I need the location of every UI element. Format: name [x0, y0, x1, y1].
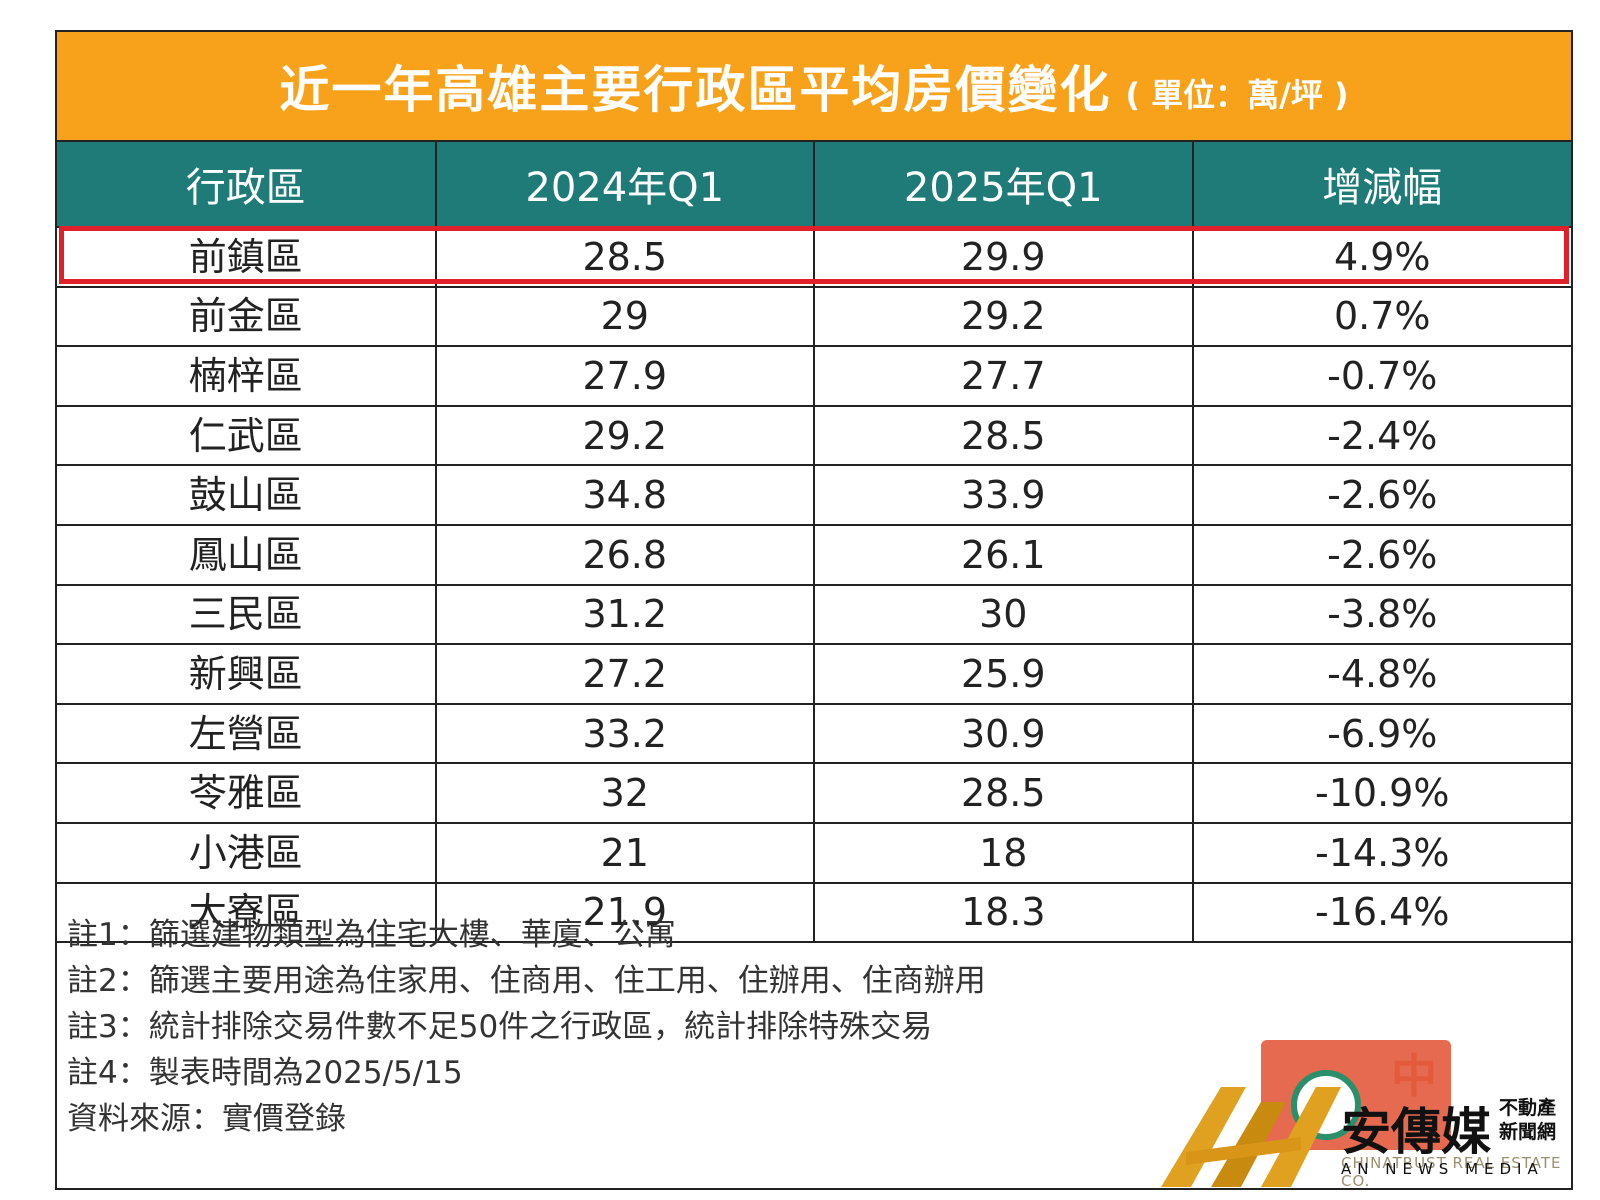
table-row: 大寮區 21.9 18.3 -16.4% [57, 881, 1571, 944]
table-row: 仁武區 29.2 28.5 -2.4% [57, 404, 1571, 467]
change-cell: -4.8% [1191, 643, 1571, 705]
q1-2024-cell: 31.2 [434, 583, 815, 646]
chinatrust-en: CHINATRUST REAL ESTATE CO. [1341, 1154, 1562, 1190]
table-row: 小港區 21 18 -14.3% [57, 821, 1571, 884]
unit-label: ( 單位：萬/坪 ) [1125, 76, 1349, 114]
change-cell: -3.8% [1191, 583, 1571, 646]
change-cell: 4.9% [1191, 226, 1571, 288]
change-cell: -14.3% [1191, 821, 1571, 884]
q1-2025-cell: 26.1 [813, 523, 1194, 586]
q1-2024-cell: 21 [434, 821, 815, 884]
district-cell: 鳳山區 [57, 523, 437, 586]
q1-2024-cell: 27.2 [434, 643, 815, 705]
notes: 註1：篩選建物類型為住宅大樓、華廈、公寓 註2：篩選主要用途為住家用、住商用、住… [67, 912, 1267, 1142]
table-row: 楠梓區 27.9 27.7 -0.7% [57, 345, 1571, 407]
table-row: 鼓山區 34.8 33.9 -2.6% [57, 464, 1571, 526]
district-cell: 苓雅區 [57, 762, 437, 824]
district-cell: 大寮區 [57, 881, 437, 944]
q1-2025-cell: 30.9 [813, 702, 1194, 765]
note-1: 註1：篩選建物類型為住宅大樓、華廈、公寓 [67, 917, 676, 953]
chinatrust-cn: 中 [1391, 1049, 1437, 1103]
note-3: 註3：統計排除交易件數不足50件之行政區，統計排除特殊交易 [67, 1009, 933, 1045]
q1-2024-cell: 32 [434, 762, 815, 824]
table-row: 苓雅區 32 28.5 -10.9% [57, 762, 1571, 824]
change-cell: -2.6% [1191, 464, 1571, 526]
district-cell: 小港區 [57, 821, 437, 884]
change-cell: -16.4% [1191, 881, 1571, 944]
q1-2024-cell: 28.5 [434, 226, 815, 288]
district-cell: 左營區 [57, 702, 437, 765]
column-header-2024q1: 2024年Q1 [434, 142, 815, 228]
table-row: 左營區 33.2 30.9 -6.9% [57, 702, 1571, 765]
column-header-change: 增減幅 [1191, 142, 1571, 228]
change-cell: -0.7% [1191, 345, 1571, 407]
q1-2025-cell: 18 [813, 821, 1194, 884]
q1-2025-cell: 30 [813, 583, 1194, 646]
an-news-cn: 安傳媒 [1341, 1103, 1491, 1161]
change-cell: -6.9% [1191, 702, 1571, 765]
column-header-2025q1: 2025年Q1 [813, 142, 1194, 228]
q1-2024-cell: 27.9 [434, 345, 815, 407]
q1-2025-cell: 27.7 [813, 345, 1194, 407]
table-frame: 近一年高雄主要行政區平均房價變化 ( 單位：萬/坪 ) 行政區 2024年Q1 … [55, 30, 1573, 1190]
column-header-district: 行政區 [57, 142, 437, 228]
table-row: 鳳山區 26.8 26.1 -2.6% [57, 523, 1571, 586]
logo-area: 中 CHINATRUST REAL ESTATE CO. 安傳媒 不動產 新聞網… [1151, 1022, 1571, 1192]
district-cell: 前鎮區 [57, 226, 437, 288]
change-cell: -2.4% [1191, 404, 1571, 467]
q1-2025-cell: 33.9 [813, 464, 1194, 526]
change-cell: 0.7% [1191, 285, 1571, 348]
q1-2024-cell: 26.8 [434, 523, 815, 586]
q1-2025-cell: 29.9 [813, 226, 1194, 288]
district-cell: 三民區 [57, 583, 437, 646]
q1-2024-cell: 29 [434, 285, 815, 348]
district-cell: 新興區 [57, 643, 437, 705]
q1-2025-cell: 25.9 [813, 643, 1194, 705]
q1-2024-cell: 33.2 [434, 702, 815, 765]
table-row: 新興區 27.2 25.9 -4.8% [57, 643, 1571, 705]
q1-2025-cell: 28.5 [813, 762, 1194, 824]
q1-2025-cell: 29.2 [813, 285, 1194, 348]
district-cell: 仁武區 [57, 404, 437, 467]
an-news-small-2: 新聞網 [1499, 1121, 1557, 1143]
data-source: 資料來源：實價登錄 [67, 1101, 346, 1137]
an-news-en: AN NEWS MEDIA [1341, 1160, 1544, 1178]
q1-2024-cell: 34.8 [434, 464, 815, 526]
title-bar: 近一年高雄主要行政區平均房價變化 ( 單位：萬/坪 ) [57, 32, 1571, 142]
change-cell: -10.9% [1191, 762, 1571, 824]
note-2: 註2：篩選主要用途為住家用、住商用、住工用、住辦用、住商辦用 [67, 963, 986, 999]
q1-2024-cell: 29.2 [434, 404, 815, 467]
header-row: 行政區 2024年Q1 2025年Q1 增減幅 [57, 142, 1571, 228]
chart-title: 近一年高雄主要行政區平均房價變化 [279, 61, 1112, 119]
table-row: 前鎮區 28.5 29.9 4.9% [57, 226, 1571, 288]
an-logo-mark-icon [1161, 1087, 1341, 1187]
district-cell: 鼓山區 [57, 464, 437, 526]
an-news-small: 不動產 新聞網 [1499, 1096, 1556, 1144]
an-news-small-1: 不動產 [1499, 1097, 1557, 1119]
district-cell: 前金區 [57, 285, 437, 348]
table-body: 前鎮區 28.5 29.9 4.9% 前金區 29 29.2 0.7% 楠梓區 27.9 27.7-… [57, 226, 1571, 944]
change-cell: -2.6% [1191, 523, 1571, 586]
price-table: 行政區 2024年Q1 2025年Q1 增減幅 前鎮區 28.5 29.9 4.9% 前… [57, 142, 1571, 944]
q1-2025-cell: 18.3 [813, 881, 1194, 944]
q1-2024-cell: 21.9 [434, 881, 815, 944]
note-4: 註4：製表時間為2025/5/15 [67, 1055, 463, 1091]
q1-2025-cell: 28.5 [813, 404, 1194, 467]
table-row: 三民區 31.2 30 -3.8% [57, 583, 1571, 646]
table-row: 前金區 29 29.2 0.7% [57, 285, 1571, 348]
district-cell: 楠梓區 [57, 345, 437, 407]
